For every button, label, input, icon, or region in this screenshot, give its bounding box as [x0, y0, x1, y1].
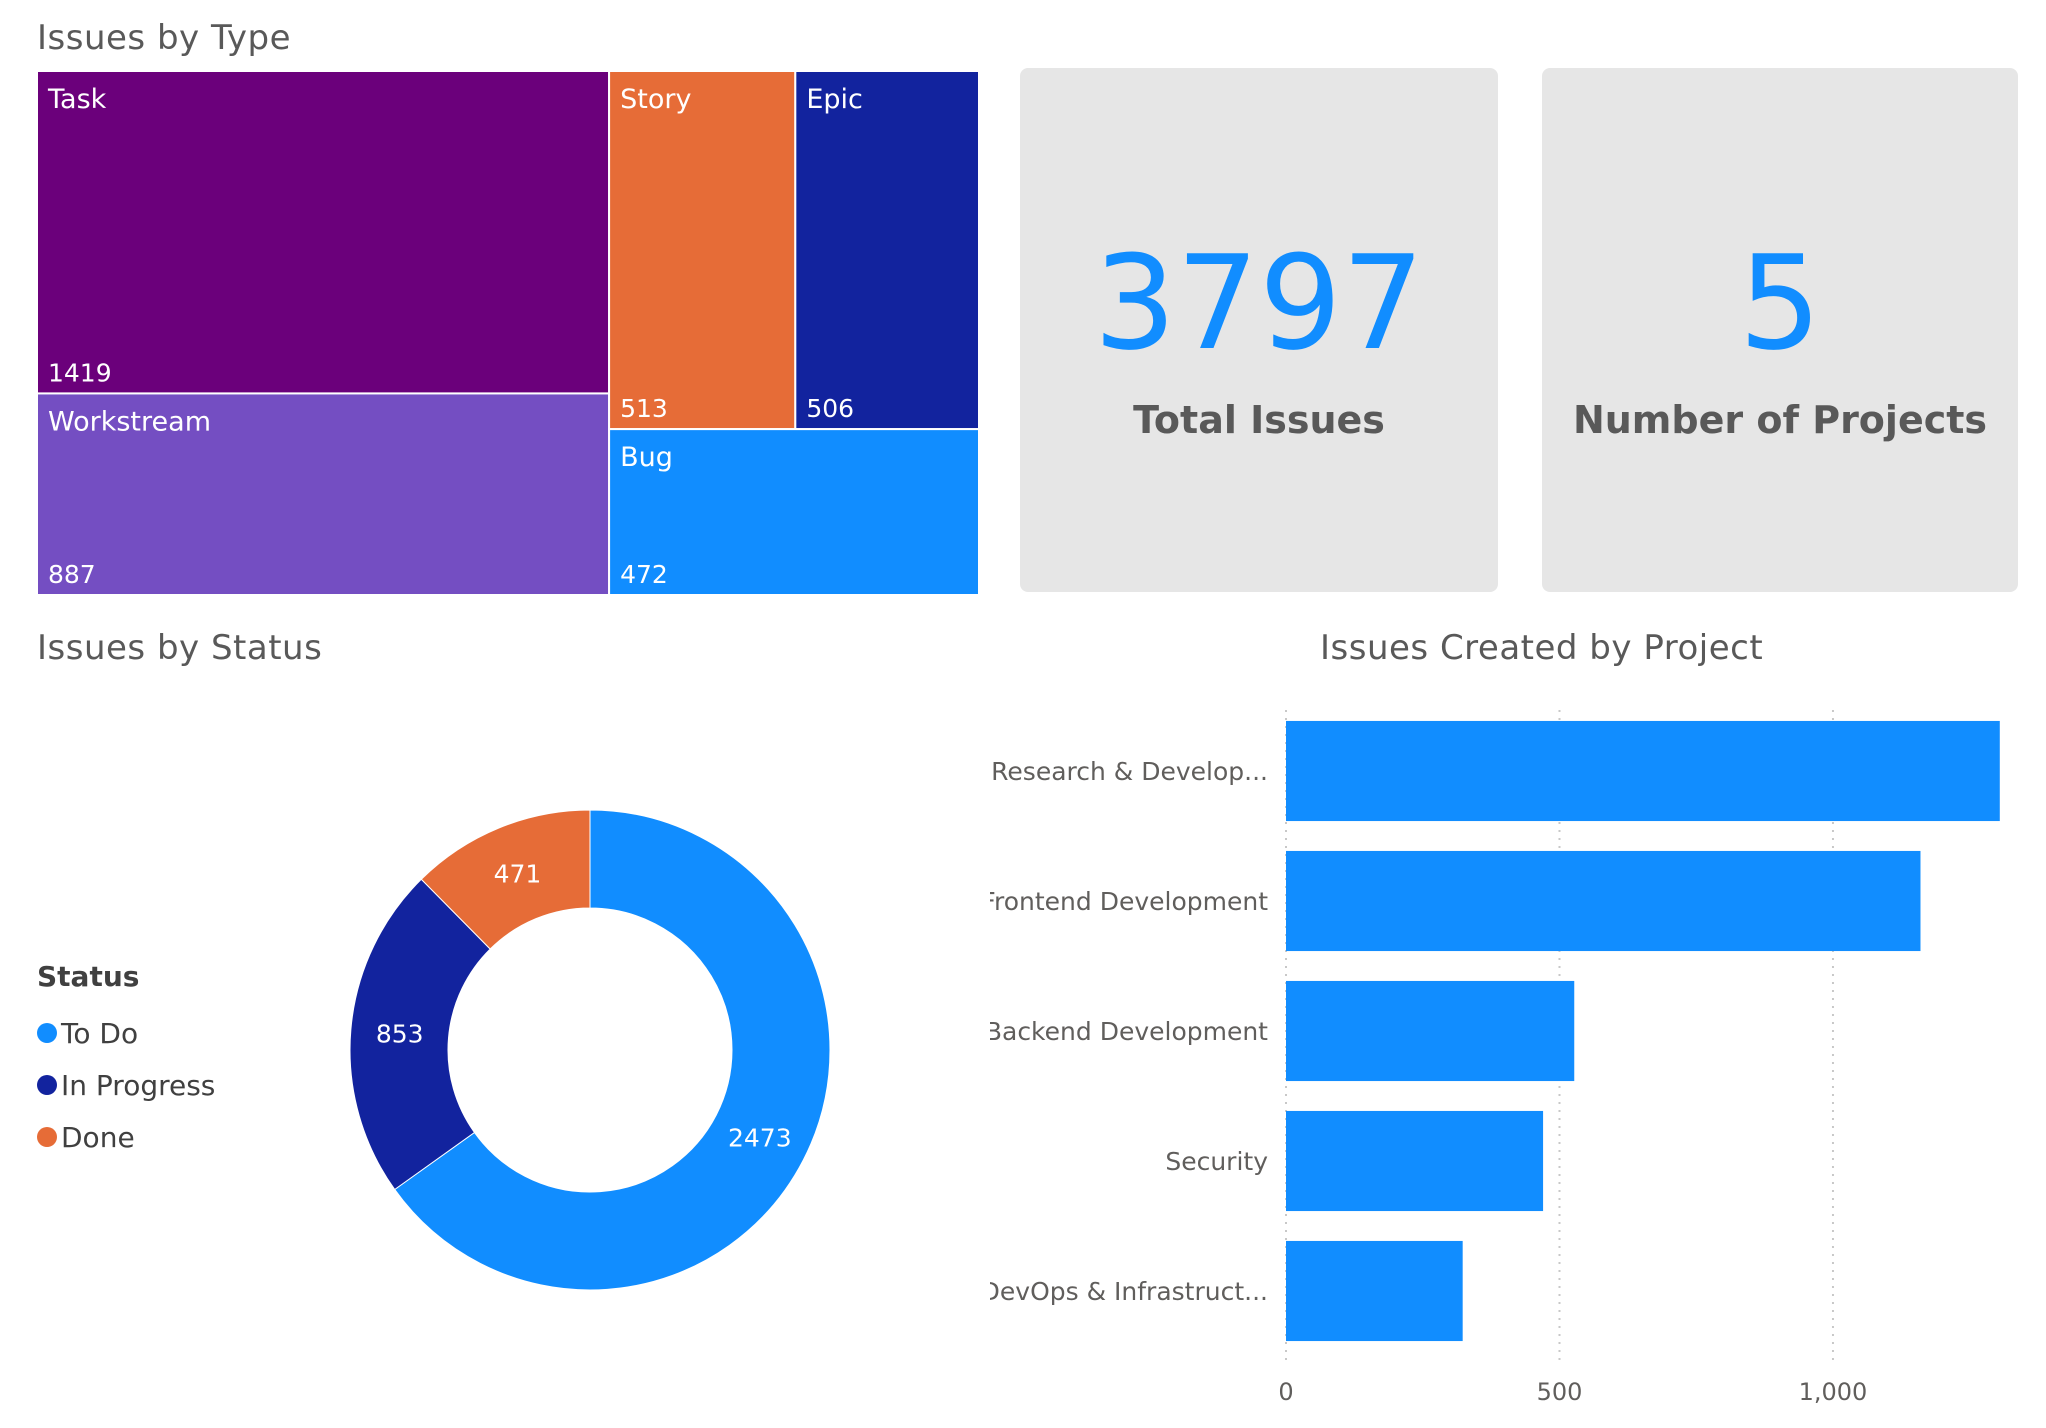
treemap-label-task: Task	[47, 84, 107, 115]
treemap-title: Issues by Type	[37, 18, 292, 58]
legend-item-label: Done	[61, 1120, 135, 1154]
treemap-tile-story[interactable]	[608, 71, 797, 431]
x-tick-label: 1,000	[1799, 1378, 1868, 1406]
donut-label-to-do: 2473	[728, 1123, 792, 1152]
treemap-tile-bug[interactable]	[608, 428, 979, 595]
issues-by-type-treemap: Task 1419 Workstream 887 Story 513 Epic 506 Bug 4…	[37, 71, 979, 595]
status-title: Issues by Status	[37, 628, 323, 668]
donut-label-done: 471	[494, 859, 542, 888]
bar-4[interactable]	[1286, 1110, 1544, 1212]
treemap-tile-workstream[interactable]	[37, 392, 611, 595]
legend-item-done[interactable]: Done	[37, 1111, 215, 1163]
projects-value: 5	[1738, 227, 1822, 379]
treemap-value-epic: 506	[806, 394, 854, 423]
treemap-label-bug: Bug	[620, 442, 673, 473]
donut-slice-to-do[interactable]	[393, 809, 831, 1291]
legend-dot-icon	[37, 1075, 57, 1095]
issues-by-project-bar-chart: 0 500 1,000 Research & Develop... Frontend D…	[990, 710, 2000, 1406]
treemap-value-workstream: 887	[48, 560, 96, 589]
projects-label: Number of Projects	[1572, 398, 1988, 442]
bar-1[interactable]	[1286, 720, 2000, 822]
category-label: Backend Development	[990, 1017, 1268, 1046]
donut-slice-done[interactable]	[420, 809, 591, 950]
treemap-tile-task[interactable]	[37, 71, 611, 395]
treemap-value-task: 1419	[48, 358, 112, 387]
donut-slice-in-progress[interactable]	[349, 878, 491, 1191]
treemap-label-epic: Epic	[806, 84, 863, 115]
bar-5[interactable]	[1286, 1240, 1463, 1342]
treemap-tile-epic[interactable]	[794, 71, 979, 431]
x-tick-label: 0	[1278, 1378, 1293, 1406]
legend-dot-icon	[37, 1023, 57, 1043]
legend-item-in-progress[interactable]: In Progress	[37, 1059, 215, 1111]
treemap-label-workstream: Workstream	[48, 406, 211, 437]
treemap-label-story: Story	[620, 84, 691, 115]
legend-item-label: In Progress	[61, 1068, 216, 1102]
treemap-value-bug: 472	[620, 560, 668, 589]
x-tick-label: 500	[1537, 1378, 1583, 1406]
total-issues-label: Total Issues	[1133, 398, 1385, 442]
total-issues-value: 3797	[1093, 227, 1425, 379]
category-label: Research & Develop...	[991, 757, 1268, 786]
issues-by-status-donut: 2473 853 471	[349, 809, 831, 1291]
legend-item-label: To Do	[61, 1016, 139, 1050]
total-issues-card[interactable]: 3797 Total Issues	[1020, 68, 1498, 592]
treemap-value-story: 513	[620, 394, 668, 423]
category-label: Frontend Development	[990, 887, 1268, 916]
project-title: Issues Created by Project	[1320, 628, 1764, 668]
category-label: DevOps & Infrastruct...	[990, 1277, 1268, 1306]
status-legend: Status To Do In Progress Done	[37, 960, 215, 1163]
bar-2[interactable]	[1286, 850, 1921, 952]
donut-label-in-progress: 853	[376, 1020, 424, 1049]
legend-item-to-do[interactable]: To Do	[37, 1007, 215, 1059]
projects-card[interactable]: 5 Number of Projects	[1542, 68, 2018, 592]
category-label: Security	[1165, 1147, 1268, 1176]
legend-title: Status	[37, 960, 140, 993]
legend-dot-icon	[37, 1127, 57, 1147]
bar-3[interactable]	[1286, 980, 1575, 1082]
